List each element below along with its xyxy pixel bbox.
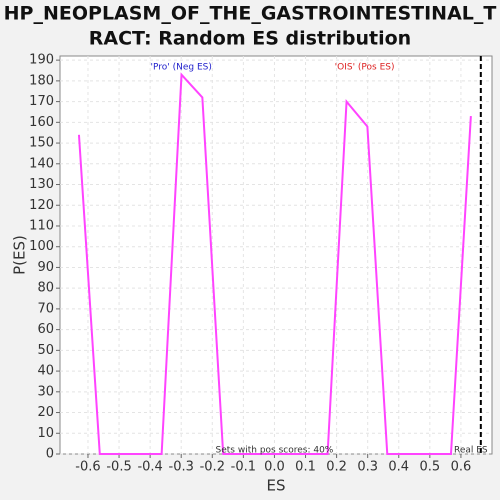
y-tick-label: 10 xyxy=(37,426,54,441)
y-tick-label: 140 xyxy=(29,156,54,171)
y-tick-label: 120 xyxy=(29,198,54,213)
y-tick-label: 180 xyxy=(29,73,54,88)
y-tick-label: 170 xyxy=(29,94,54,109)
y-tick-label: 160 xyxy=(29,115,54,130)
y-tick-label: 60 xyxy=(37,322,54,337)
x-tick-label: -0.3 xyxy=(169,460,194,475)
line xyxy=(77,72,472,455)
annotation: 'OIS' (Pos ES) xyxy=(335,63,395,73)
chart-title: RACT: Random ES distribution xyxy=(89,28,411,50)
chart-title: HP_NEOPLASM_OF_THE_GASTROINTESTINAL_T xyxy=(4,3,497,25)
y-tick-label: 150 xyxy=(29,136,54,151)
y-tick-label: 110 xyxy=(29,218,54,233)
x-tick-label: 0.6 xyxy=(451,460,472,475)
y-tick-label: 70 xyxy=(37,301,54,316)
annotation: Sets with pos scores: 40% xyxy=(216,446,334,456)
x-tick-label: 0.3 xyxy=(357,460,378,475)
y-tick-label: 50 xyxy=(37,343,54,358)
plot-area xyxy=(59,55,493,455)
y-tick-label: 40 xyxy=(37,364,54,379)
x-tick-label: 0.5 xyxy=(419,460,440,475)
y-tick-label: 90 xyxy=(37,260,54,275)
x-tick-label: -0.6 xyxy=(75,460,100,475)
y-tick-label: 100 xyxy=(29,239,54,254)
x-tick-label: -0.2 xyxy=(200,460,225,475)
y-axis-label: P(ES) xyxy=(11,235,29,275)
x-tick-label: -0.5 xyxy=(106,460,131,475)
y-tick-label: 0 xyxy=(46,447,54,462)
x-tick-label: 0.2 xyxy=(326,460,347,475)
real-es-label: Real ES xyxy=(454,446,488,456)
x-tick-label: 0.0 xyxy=(264,460,285,475)
y-tick-label: 20 xyxy=(37,405,54,420)
x-tick-label: 0.1 xyxy=(295,460,316,475)
annotation: 'Pro' (Neg ES) xyxy=(151,63,212,73)
y-tick-label: 80 xyxy=(37,281,54,296)
x-axis-label: ES xyxy=(267,477,286,495)
x-tick-label: -0.4 xyxy=(137,460,162,475)
x-tick-label: 0.4 xyxy=(388,460,409,475)
y-tick-label: 130 xyxy=(29,177,54,192)
x-tick-label: -0.1 xyxy=(231,460,256,475)
y-tick-label: 30 xyxy=(37,384,54,399)
y-tick-label: 190 xyxy=(29,53,54,68)
